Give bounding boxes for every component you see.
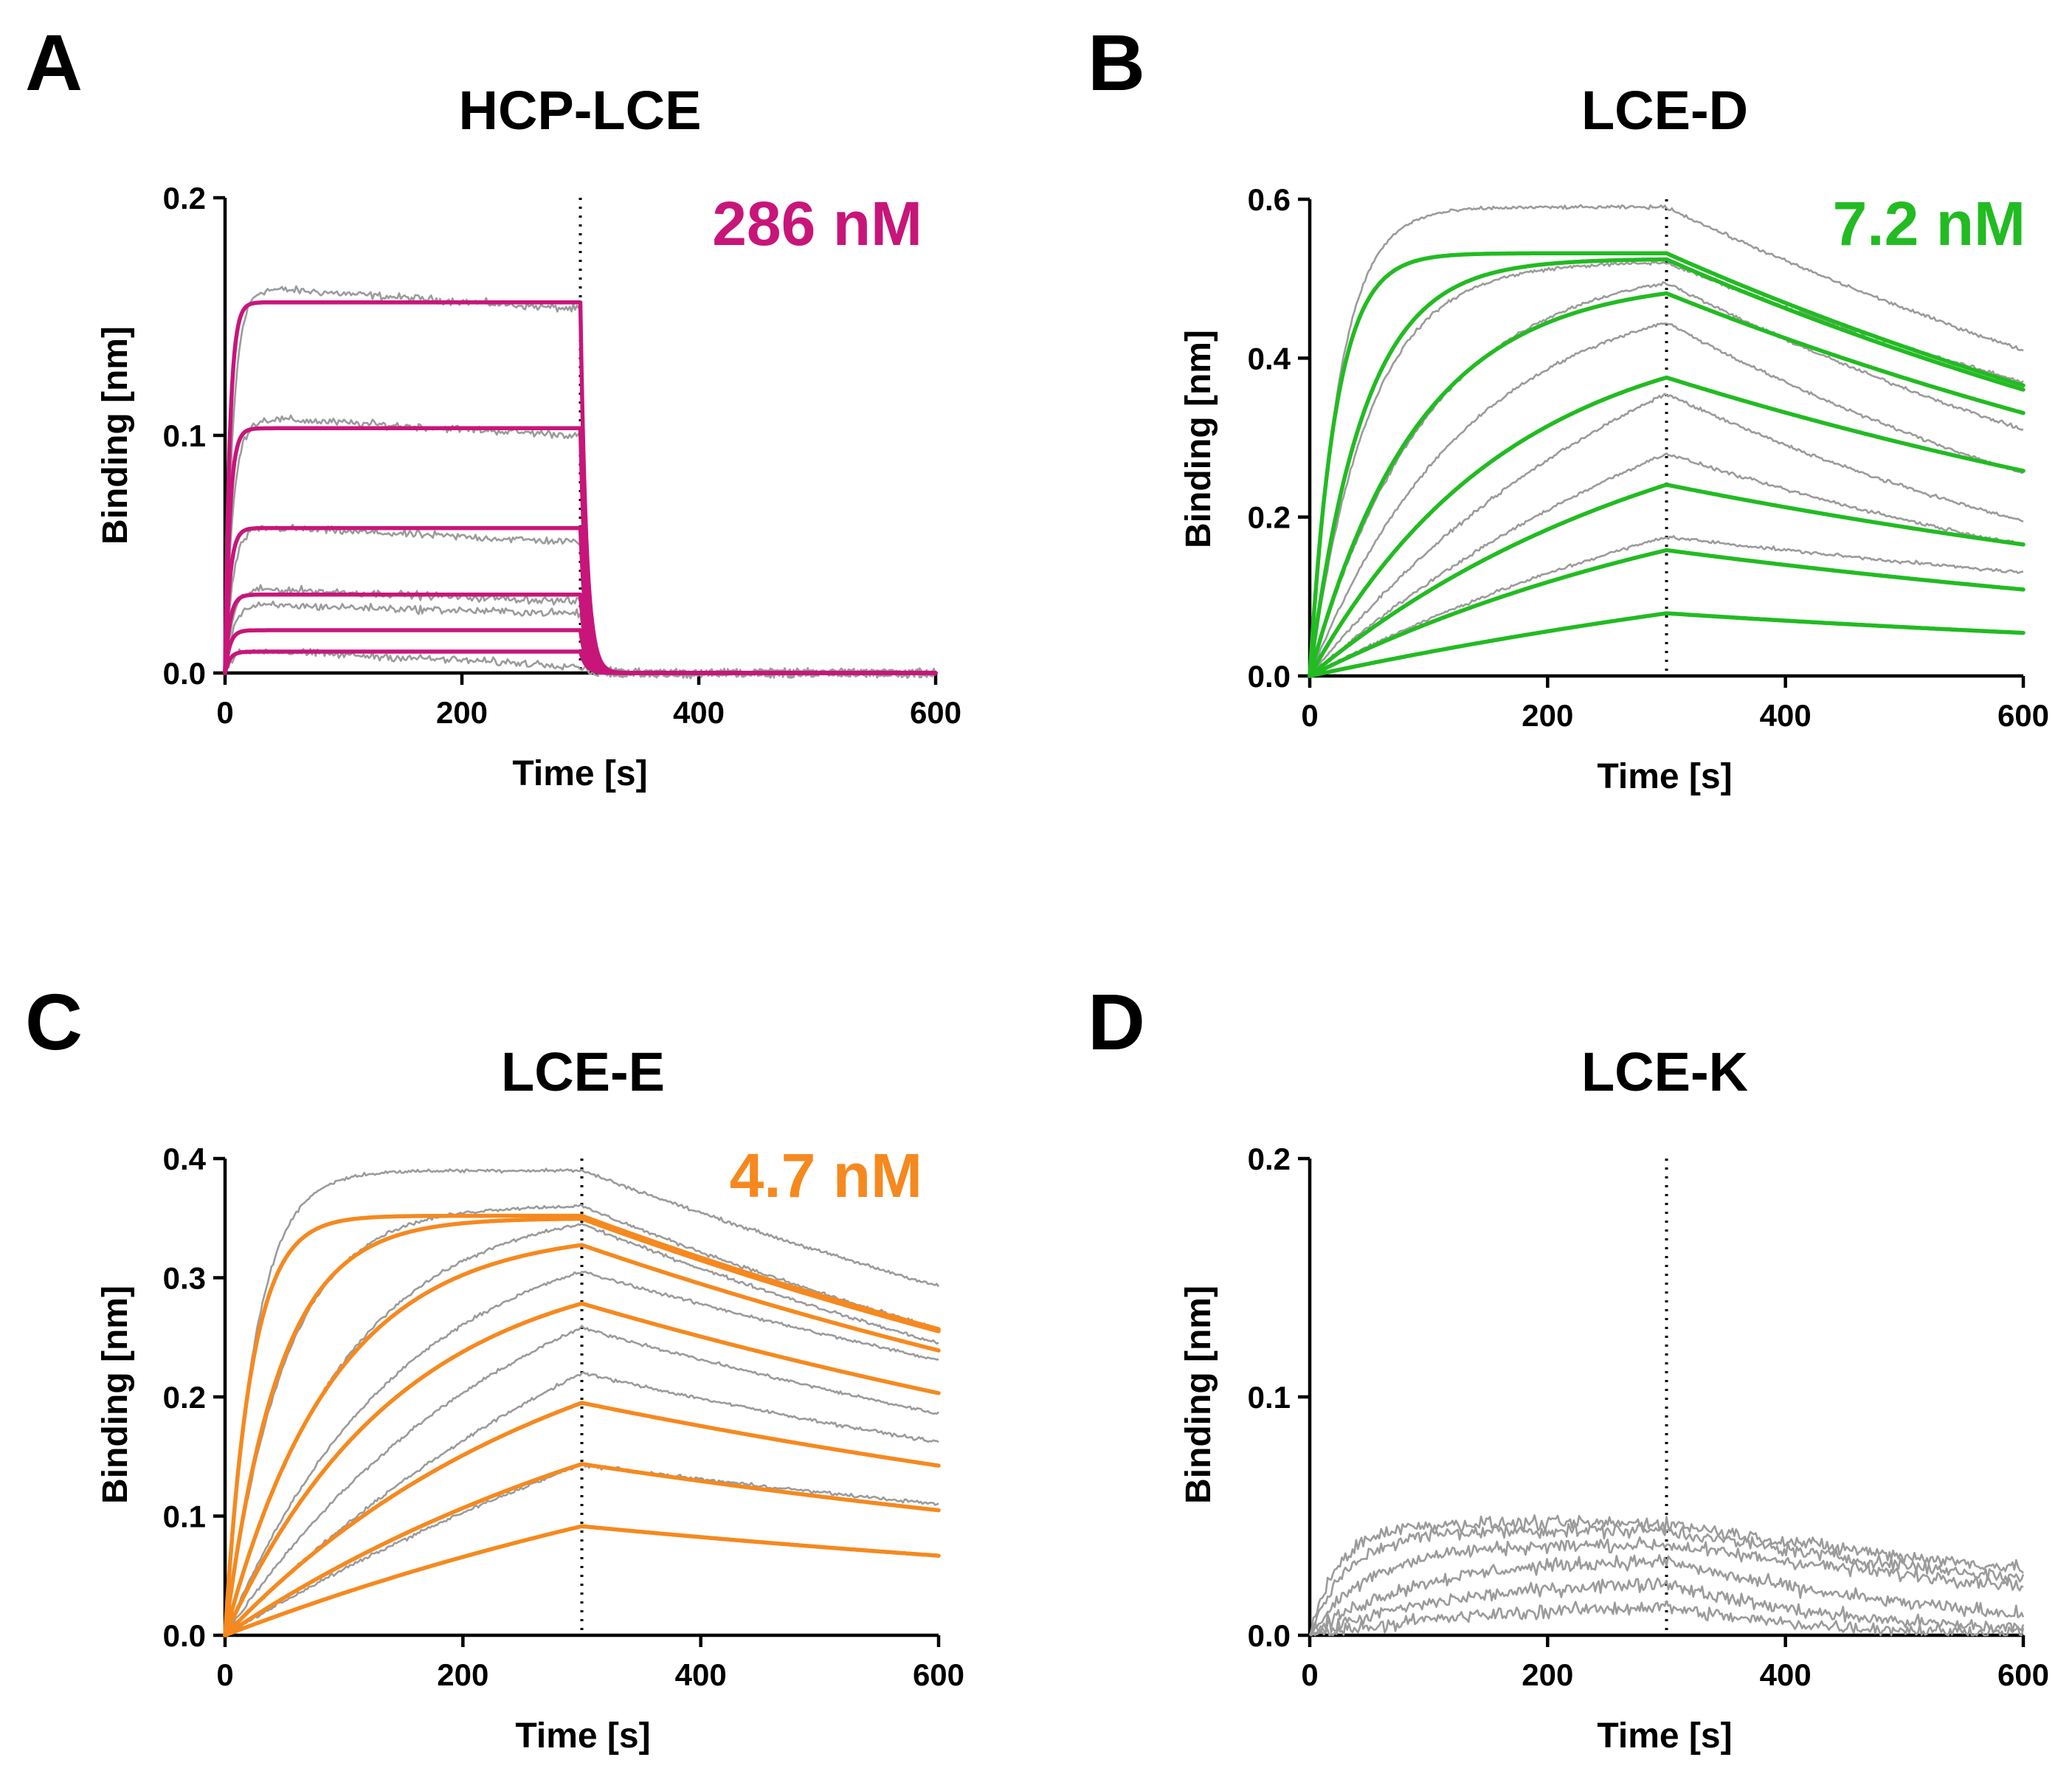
kd-value-label: 286 nM — [712, 189, 922, 258]
y-tick-label: 0.2 — [1248, 500, 1291, 535]
fit-curve — [1308, 291, 2026, 678]
x-tick-label: 200 — [1522, 698, 1573, 733]
x-tick-label: 0 — [1301, 698, 1318, 733]
fit-curve — [223, 1401, 941, 1637]
panel-letter: A — [25, 18, 83, 107]
y-tick-label: 0.1 — [163, 418, 206, 453]
raw-trace — [1309, 535, 2024, 677]
x-axis-title: Time [s] — [1597, 1716, 1732, 1756]
x-tick-label: 0 — [1301, 1657, 1318, 1692]
raw-trace — [224, 1167, 940, 1636]
y-axis-title: Binding [nm] — [96, 326, 135, 545]
panel-letter: D — [1088, 977, 1145, 1066]
x-tick-label: 400 — [1760, 1657, 1812, 1692]
raw-trace — [1308, 1577, 2025, 1636]
raw-trace — [1309, 1554, 2025, 1636]
chart-title: LCE-K — [1581, 1041, 1748, 1102]
y-tick-label: 0.3 — [163, 1261, 206, 1296]
y-tick-label: 0.4 — [1248, 341, 1291, 376]
x-tick-label: 600 — [913, 1657, 964, 1692]
x-axis-title: Time [s] — [515, 1716, 650, 1756]
y-tick-label: 0.2 — [163, 181, 206, 215]
y-tick-label: 0.4 — [163, 1142, 207, 1176]
x-tick-label: 600 — [1997, 698, 2049, 733]
fit-curve — [223, 1216, 941, 1637]
fit-curve — [223, 1243, 941, 1637]
fit-curve — [223, 1213, 941, 1637]
x-tick-label: 600 — [1997, 1657, 2049, 1692]
x-tick-label: 400 — [675, 1657, 727, 1692]
raw-trace — [1308, 393, 2024, 677]
x-tick-label: 400 — [1760, 698, 1812, 733]
y-tick-label: 0.1 — [163, 1499, 206, 1534]
y-axis-title: Binding [nm] — [96, 1285, 135, 1504]
y-tick-label: 0.0 — [1248, 1618, 1291, 1653]
plot-area: 0 200 400 600 0.0 0.2 0.4 0.6 — [1248, 182, 2049, 733]
fit-curve — [1308, 548, 2026, 678]
raw-trace — [1308, 1522, 2025, 1636]
y-tick-label: 0.1 — [1248, 1380, 1291, 1415]
panel-letter: B — [1088, 18, 1145, 107]
y-tick-label: 0.0 — [163, 656, 206, 691]
panel-b: B LCE-D 7.2 nM Binding [nm] Time [s] 0 20… — [1088, 18, 2049, 796]
chart-title: LCE-D — [1581, 80, 1748, 141]
fit-curves — [223, 1213, 941, 1637]
x-tick-label: 400 — [673, 695, 725, 730]
fit-curve — [1308, 611, 2026, 678]
fit-curves — [1308, 251, 2026, 678]
kd-value-label: 7.2 nM — [1833, 189, 2026, 258]
y-tick-label: 0.2 — [1248, 1142, 1291, 1176]
x-tick-label: 200 — [1522, 1657, 1573, 1692]
raw-traces — [1308, 1514, 2025, 1637]
raw-trace — [1308, 204, 2024, 677]
x-tick-label: 0 — [216, 695, 233, 730]
x-tick-label: 200 — [437, 1657, 488, 1692]
chart-title: HCP-LCE — [459, 80, 702, 141]
raw-trace — [224, 1325, 939, 1636]
x-axis-title: Time [s] — [1597, 757, 1732, 796]
fit-curve — [1308, 257, 2026, 678]
y-tick-label: 0.0 — [163, 1618, 206, 1653]
raw-trace — [1310, 1600, 2025, 1637]
y-axis-title: Binding [nm] — [1179, 1285, 1218, 1504]
panel-c: C LCE-E 4.7 nM Binding [nm] Time [s] 0 20… — [25, 977, 964, 1756]
fit-curve — [223, 649, 938, 675]
y-tick-label: 0.6 — [1248, 182, 1291, 217]
panel-letter: C — [25, 977, 83, 1066]
fit-curve — [1308, 483, 2026, 678]
fit-curves — [223, 300, 938, 675]
fit-curve — [223, 1301, 941, 1637]
raw-trace — [1308, 1536, 2024, 1636]
kd-value-label: 4.7 nM — [730, 1141, 922, 1210]
panel-a: A HCP-LCE 286 nM Binding [nm] Time [s] 0… — [25, 18, 961, 793]
raw-trace — [1308, 452, 2024, 677]
y-axis-title: Binding [nm] — [1179, 330, 1218, 548]
raw-trace — [224, 1271, 939, 1636]
panel-d: D LCE-K Binding [nm] Time [s] 0 200 400 600… — [1088, 977, 2049, 1756]
x-tick-label: 200 — [436, 695, 488, 730]
fit-curve — [1308, 375, 2026, 678]
fit-curve — [1308, 251, 2026, 678]
chart-title: LCE-E — [501, 1041, 665, 1102]
raw-trace — [224, 1371, 939, 1637]
raw-trace — [1308, 1514, 2024, 1636]
y-tick-label: 0.2 — [163, 1380, 206, 1415]
fit-curve — [223, 1524, 941, 1637]
x-tick-label: 600 — [910, 695, 961, 730]
raw-trace — [1308, 322, 2024, 677]
plot-area: 0 200 400 600 0.0 0.1 0.2 0.3 0.4 — [163, 1142, 964, 1692]
plot-area: 0 200 400 600 0.0 0.1 0.2 — [163, 181, 961, 730]
fit-curve — [223, 1462, 941, 1637]
plot-area: 0 200 400 600 0.0 0.1 0.2 — [1248, 1142, 2049, 1692]
x-tick-label: 0 — [216, 1657, 233, 1692]
y-tick-label: 0.0 — [1248, 659, 1291, 694]
raw-trace — [224, 648, 936, 678]
x-axis-title: Time [s] — [512, 754, 647, 793]
